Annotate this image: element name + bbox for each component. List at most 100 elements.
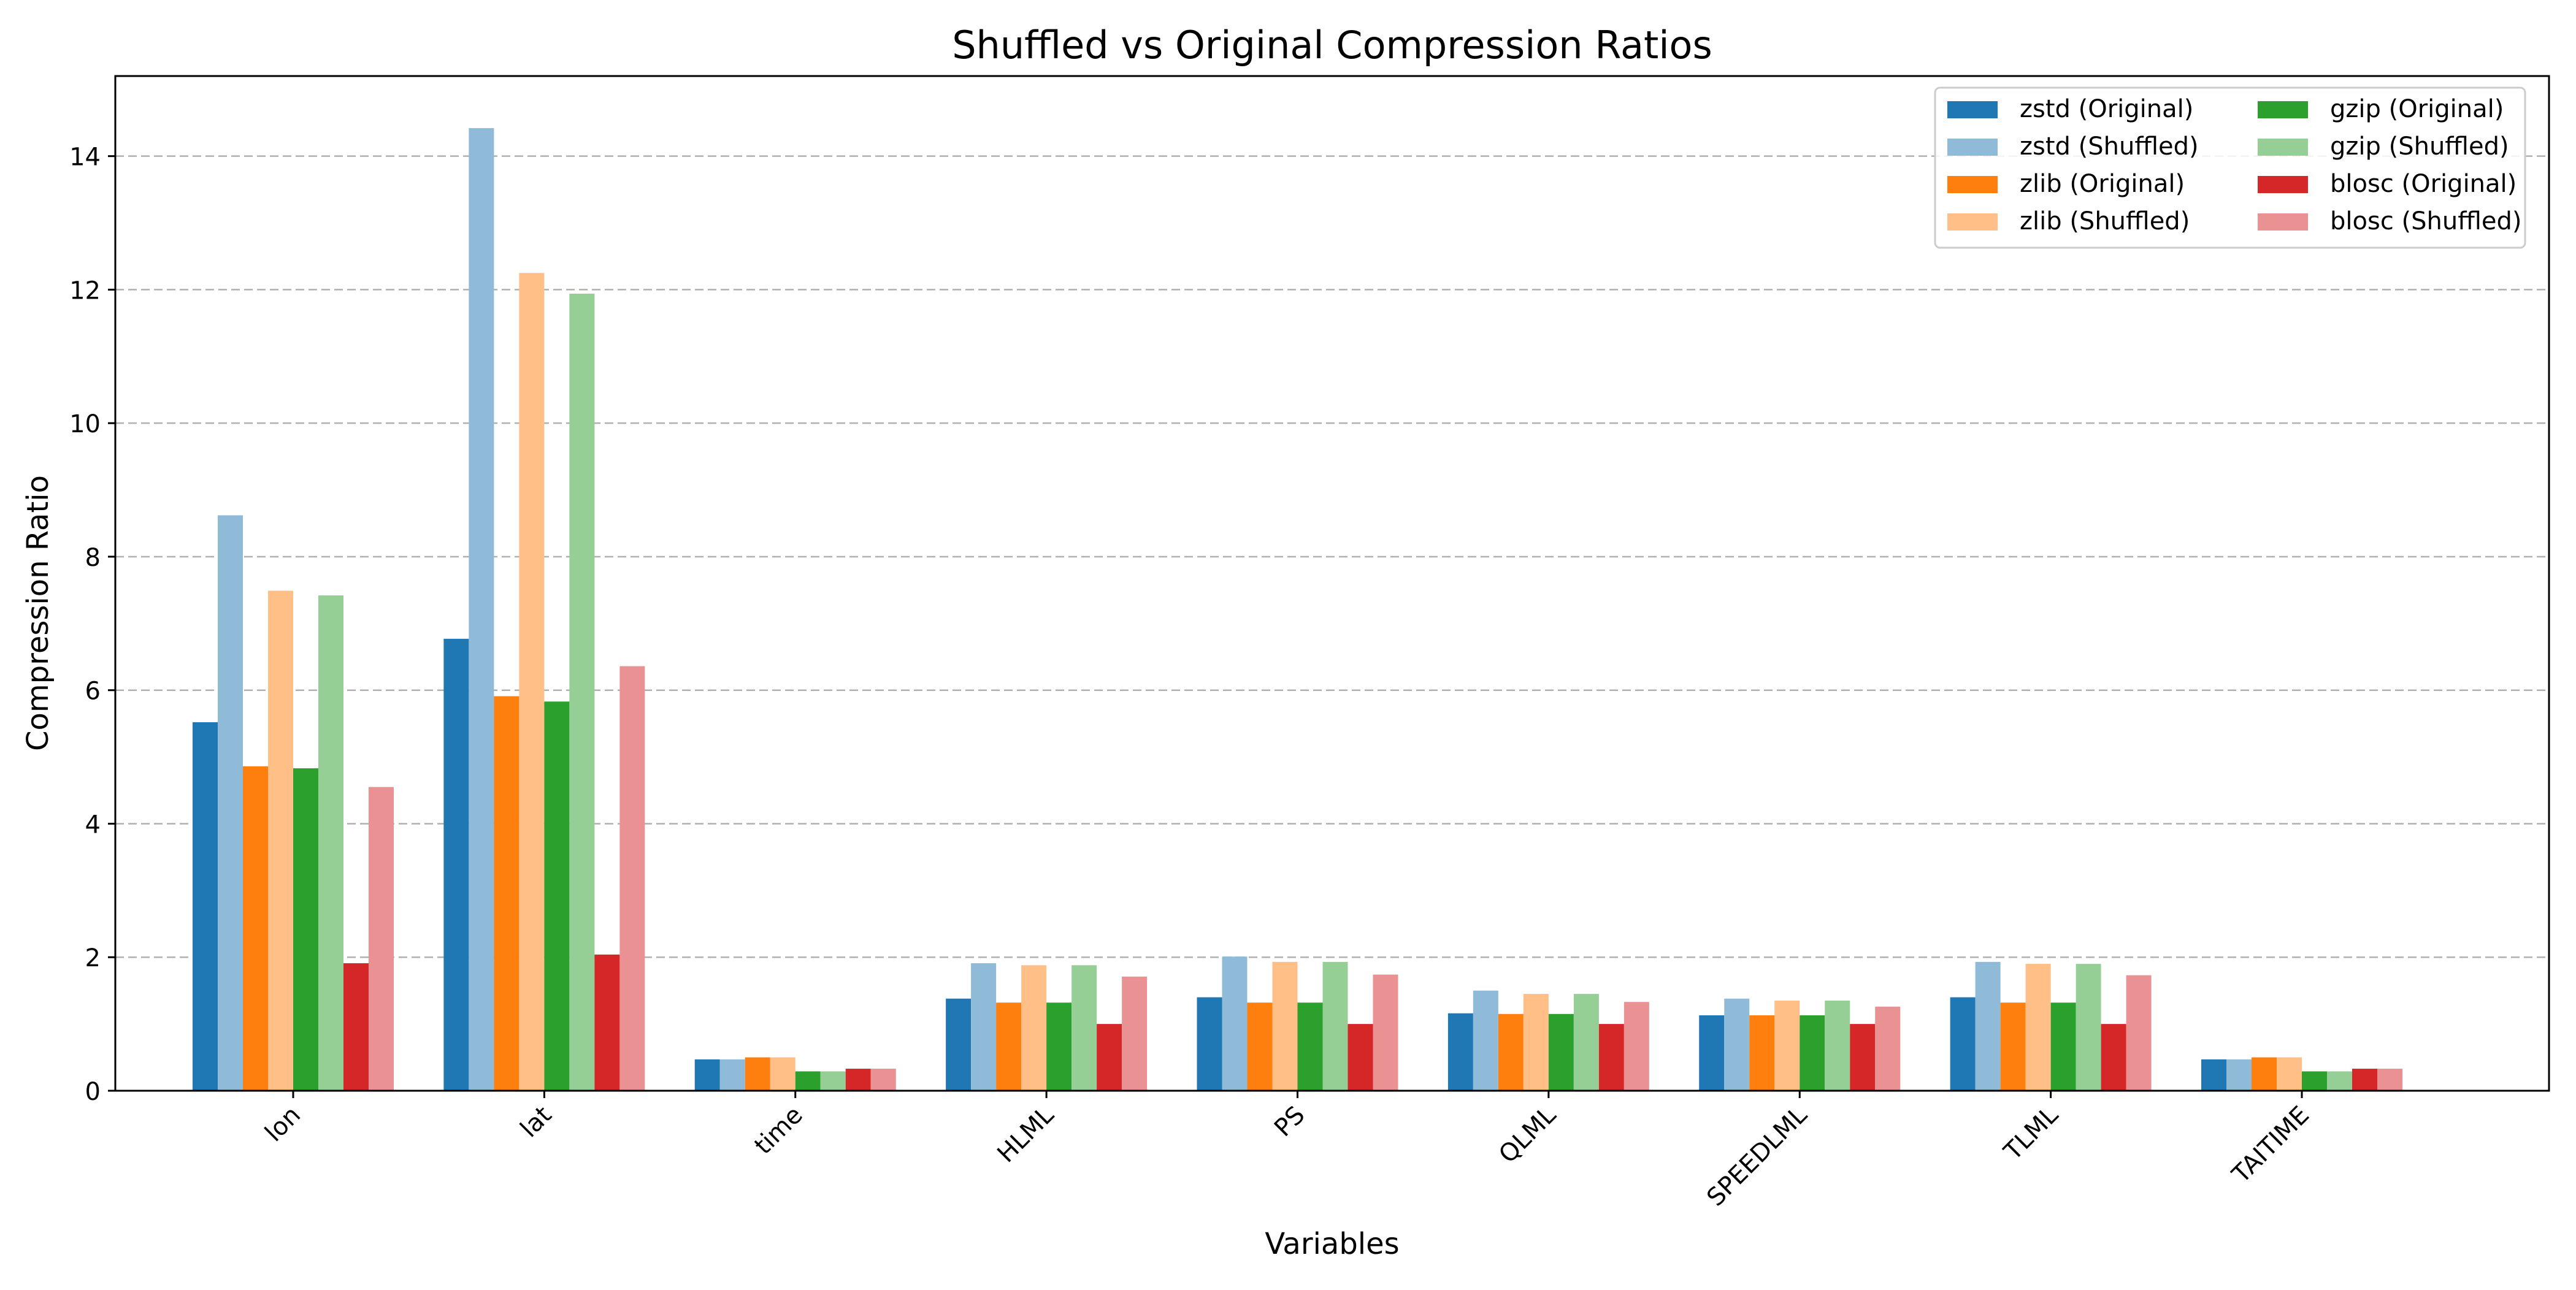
x-tick-label: time: [749, 1101, 808, 1160]
x-tick-label: HLML: [992, 1101, 1059, 1168]
legend-swatch: [1947, 101, 1998, 118]
bar: [1272, 961, 1298, 1091]
bar: [2025, 964, 2051, 1091]
bar: [719, 1059, 745, 1091]
bars: [193, 128, 2402, 1091]
legend-label: zstd (Original): [2020, 95, 2193, 123]
bar: [1950, 997, 1976, 1091]
x-tick-label: TLML: [1998, 1101, 2064, 1166]
legend-swatch: [1947, 213, 1998, 231]
legend: zstd (Original) zstd (Shuffled) zlib (Orig…: [1934, 86, 2526, 249]
bar: [343, 963, 369, 1091]
bar: [2302, 1071, 2327, 1091]
bar: [770, 1057, 795, 1091]
bar: [494, 696, 519, 1091]
bar: [1347, 1024, 1373, 1091]
bar: [1699, 1015, 1725, 1091]
bar: [1749, 1015, 1775, 1091]
y-tick-label: 6: [85, 677, 101, 706]
bar: [745, 1057, 770, 1091]
bar: [1097, 1024, 1122, 1091]
bar: [795, 1071, 821, 1091]
bar: [218, 515, 243, 1091]
bar: [1875, 1006, 1901, 1091]
y-tick-label: 2: [85, 944, 101, 972]
bar: [1548, 1013, 1574, 1091]
bar: [1046, 1002, 1072, 1091]
bar: [1373, 974, 1398, 1091]
bar: [1498, 1013, 1524, 1091]
bar: [2352, 1069, 2377, 1091]
bar: [369, 787, 394, 1091]
bar: [2327, 1071, 2352, 1091]
legend-label: gzip (Original): [2330, 95, 2504, 123]
bar: [1071, 965, 1097, 1091]
bar: [2050, 1002, 2076, 1091]
bar: [946, 998, 972, 1091]
y-tick-label: 14: [69, 143, 101, 172]
bar: [1774, 1001, 1800, 1091]
legend-label: gzip (Shuffled): [2330, 132, 2509, 161]
x-axis-title: Variables: [1265, 1227, 1399, 1261]
bar: [544, 701, 570, 1091]
bar: [1473, 990, 1498, 1091]
bar: [2277, 1057, 2302, 1091]
y-tick-label: 0: [85, 1078, 101, 1106]
legend-label: zlib (Original): [2020, 170, 2185, 198]
bar: [1598, 1024, 1624, 1091]
bar: [2126, 975, 2152, 1091]
bar: [1197, 997, 1222, 1091]
bar: [996, 1002, 1022, 1091]
bar: [1297, 1002, 1323, 1091]
legend-swatch: [2258, 101, 2308, 118]
y-axis: 0 2 4 6 8 10 12 14: [69, 143, 115, 1106]
bar: [469, 128, 494, 1091]
x-tick-label: QLML: [1493, 1101, 1562, 1169]
x-tick-label: lat: [515, 1101, 558, 1143]
y-tick-label: 10: [69, 410, 101, 438]
bar: [2252, 1057, 2277, 1091]
x-tick-label: SPEEDLML: [1701, 1101, 1812, 1212]
bar: [1825, 1001, 1850, 1091]
bar: [845, 1069, 871, 1091]
bar: [193, 722, 218, 1091]
x-tick-label: TAITIME: [2226, 1101, 2315, 1189]
bar: [1724, 998, 1750, 1091]
legend-swatch: [2258, 213, 2308, 231]
bar: [971, 963, 997, 1091]
bar: [1122, 976, 1148, 1091]
bar: [243, 766, 268, 1091]
bar: [1975, 961, 2001, 1091]
x-axis: lon lat time HLML PS QLML SPEEDLML TLML TAITIME: [259, 1091, 2315, 1212]
bar: [1322, 961, 1348, 1091]
bar: [619, 666, 645, 1091]
chart-title: Shuffled vs Original Compression Ratios: [952, 23, 1712, 67]
legend-swatch: [2258, 139, 2308, 156]
bar: [1800, 1015, 1825, 1091]
y-tick-label: 8: [85, 544, 101, 572]
y-tick-label: 4: [85, 811, 101, 839]
bar: [2101, 1024, 2126, 1091]
legend-label: zstd (Shuffled): [2020, 132, 2199, 161]
bar: [443, 638, 469, 1091]
legend-label: blosc (Shuffled): [2330, 207, 2522, 235]
bar: [268, 590, 293, 1091]
legend-label: blosc (Original): [2330, 170, 2517, 198]
bar: [1850, 1024, 1876, 1091]
bar: [1623, 1002, 1649, 1091]
bar: [1222, 956, 1248, 1091]
bar: [293, 768, 318, 1091]
legend-swatch: [1947, 176, 1998, 193]
x-tick-label: PS: [1269, 1101, 1311, 1143]
legend-swatch: [2258, 176, 2308, 193]
bar: [2201, 1059, 2226, 1091]
bar: [318, 595, 343, 1091]
y-tick-label: 12: [69, 277, 101, 305]
legend-label: zlib (Shuffled): [2020, 207, 2190, 235]
bar: [2226, 1059, 2252, 1091]
bar: [2000, 1002, 2026, 1091]
bar: [1523, 994, 1549, 1091]
bar: [820, 1071, 846, 1091]
x-tick-label: lon: [259, 1101, 306, 1148]
